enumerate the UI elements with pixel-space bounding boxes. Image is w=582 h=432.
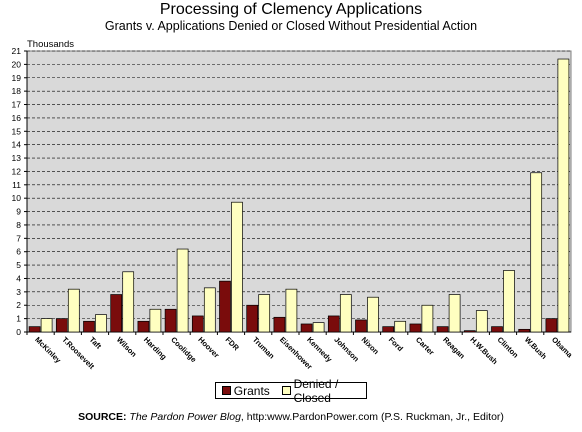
y-tick-label: 0 (16, 327, 21, 337)
source-details: , http:www.PardonPower.com (P.S. Ruckman… (240, 411, 504, 423)
bar-grants (164, 308, 177, 333)
bar-grants (28, 326, 41, 333)
x-tick-label: Harding (142, 335, 169, 362)
x-tick-label: McKinley (33, 335, 63, 365)
plot-area (26, 50, 572, 333)
bar-grants (382, 326, 395, 333)
legend-label-denied: Denied / Closed (293, 376, 339, 405)
x-tick-label: Reagan (441, 335, 467, 361)
chart-subtitle: Grants v. Applications Denied or Closed … (104, 19, 478, 33)
y-tick-label: 8 (16, 220, 21, 230)
bar-denied (312, 322, 325, 333)
bar-denied (448, 294, 461, 333)
source-blog-name: The Pardon Power Blog (129, 411, 241, 423)
x-tick-label: Obama (550, 335, 575, 360)
x-tick-label: H.W.Bush (468, 335, 499, 366)
bar-denied (149, 308, 162, 333)
bar-grants (55, 318, 68, 333)
y-tick-label: 3 (16, 287, 21, 297)
bar-grants (273, 316, 286, 333)
bar-grants (491, 326, 503, 333)
legend-swatch-grants (222, 386, 231, 395)
y-tick-label: 19 (12, 73, 22, 83)
y-tick-label: 9 (16, 207, 21, 217)
x-tick-label: W.Bush (523, 335, 549, 361)
y-tick-label: 11 (12, 180, 21, 190)
x-tick-label: Truman (251, 335, 277, 361)
bar-denied (258, 294, 271, 333)
bar-denied (285, 288, 298, 333)
bar-denied (176, 248, 189, 333)
bar-grants (355, 319, 367, 333)
y-tick-label: 17 (12, 100, 22, 110)
bar-grants (300, 323, 313, 333)
x-tick-label: Clinton (496, 335, 521, 360)
bar-denied (231, 201, 243, 333)
chart-title: Processing of Clemency Applications (159, 1, 423, 18)
y-tick-label: 10 (12, 193, 22, 203)
y-tick-label: 16 (12, 113, 22, 123)
bar-denied (122, 271, 135, 333)
bar-denied (475, 310, 488, 333)
y-tick-label: 18 (12, 86, 22, 96)
bar-denied (203, 287, 216, 333)
bar-denied (394, 320, 407, 333)
x-tick-label: Taft (88, 335, 104, 351)
x-tick-label: FDR (224, 335, 242, 353)
x-tick-label: Carter (414, 335, 436, 357)
bar-denied (339, 294, 352, 333)
source-label: SOURCE: (78, 411, 127, 423)
x-tick-label: Johnson (332, 335, 361, 364)
x-tick-label: Coolidge (169, 335, 198, 364)
bar-grants (545, 318, 558, 333)
bar-denied (367, 296, 379, 333)
chart-legend: Grants Denied / Closed (215, 377, 367, 405)
bar-grants (83, 320, 95, 333)
y-tick-label: 5 (16, 260, 21, 270)
bar-denied (530, 172, 543, 333)
y-tick-label: 13 (12, 153, 22, 163)
bar-grants (246, 304, 259, 333)
bar-grants (110, 294, 123, 333)
y-tick-label: 6 (16, 247, 21, 257)
bar-grants (191, 315, 204, 333)
y-tick-label: 2 (16, 300, 21, 310)
y-tick-label: 14 (12, 140, 22, 150)
bar-grants (219, 280, 231, 333)
y-tick-label: 1 (16, 314, 21, 324)
bar-grants (327, 315, 340, 333)
bar-grants (137, 320, 150, 333)
bar-grants (436, 326, 449, 333)
x-tick-label: Hoover (196, 335, 221, 360)
bar-grants (463, 330, 476, 333)
y-tick-label: 20 (12, 59, 22, 69)
bar-grants (518, 328, 531, 333)
bar-grants (409, 323, 422, 333)
bar-denied (67, 288, 80, 333)
y-tick-label: 15 (12, 126, 22, 136)
source-note: SOURCE: The Pardon Power Blog, http:www.… (0, 411, 582, 423)
bar-denied (95, 314, 107, 333)
x-tick-label: Wilson (115, 335, 139, 359)
bar-denied (503, 270, 515, 333)
y-tick-label: 12 (12, 166, 22, 176)
bar-denied (557, 58, 570, 333)
y-tick-label: 7 (16, 233, 21, 243)
x-tick-label: Nixon (360, 335, 381, 356)
bar-denied (421, 304, 434, 333)
legend-swatch-denied (281, 386, 291, 395)
y-tick-label: 21 (12, 46, 22, 56)
y-axis-unit-label: Thousands (27, 39, 75, 50)
x-tick-label: Ford (387, 335, 405, 353)
bar-denied (40, 318, 53, 333)
y-tick-label: 4 (16, 273, 21, 283)
legend-label-grants: Grants (233, 383, 270, 398)
